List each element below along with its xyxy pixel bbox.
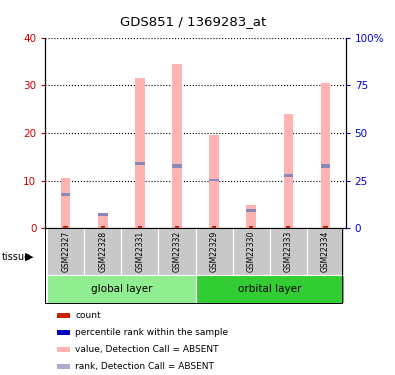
Bar <box>98 213 107 216</box>
Bar <box>172 64 182 228</box>
Text: ▶: ▶ <box>24 252 33 262</box>
Bar <box>64 226 68 228</box>
Text: GSM22327: GSM22327 <box>61 231 70 272</box>
Bar <box>98 214 107 228</box>
Bar <box>323 226 327 228</box>
Bar <box>249 226 254 228</box>
Text: GSM22332: GSM22332 <box>173 231 181 272</box>
Text: GSM22329: GSM22329 <box>210 231 218 272</box>
Text: global layer: global layer <box>90 284 152 294</box>
Bar <box>270 228 307 274</box>
Text: GSM22328: GSM22328 <box>98 231 107 272</box>
Bar <box>61 178 70 228</box>
Bar <box>321 164 330 168</box>
Bar <box>61 193 70 196</box>
Bar <box>158 228 196 274</box>
Text: rank, Detection Call = ABSENT: rank, Detection Call = ABSENT <box>75 362 214 371</box>
Bar <box>57 347 70 352</box>
Bar <box>57 364 70 369</box>
Bar <box>47 228 85 274</box>
Bar <box>246 209 256 212</box>
Bar <box>307 228 344 274</box>
Text: GSM22333: GSM22333 <box>284 231 293 272</box>
Bar <box>321 83 330 228</box>
Bar <box>47 274 196 303</box>
Text: tissue: tissue <box>2 252 31 262</box>
Bar <box>172 164 182 168</box>
Bar <box>209 178 219 182</box>
Text: GSM22331: GSM22331 <box>135 231 145 272</box>
Bar <box>121 228 158 274</box>
Bar <box>135 162 145 165</box>
Text: count: count <box>75 311 101 320</box>
Bar <box>286 226 290 228</box>
Bar <box>209 135 219 228</box>
Bar <box>57 330 70 335</box>
Bar <box>101 226 105 228</box>
Bar <box>175 226 179 228</box>
Text: value, Detection Call = ABSENT: value, Detection Call = ABSENT <box>75 345 219 354</box>
Bar <box>57 313 70 318</box>
Bar <box>196 274 344 303</box>
Bar <box>196 228 233 274</box>
Text: percentile rank within the sample: percentile rank within the sample <box>75 328 228 337</box>
Bar <box>284 114 293 228</box>
Bar <box>233 228 270 274</box>
Bar <box>137 226 142 228</box>
Text: orbital layer: orbital layer <box>238 284 301 294</box>
Bar <box>246 206 256 228</box>
Bar <box>85 228 121 274</box>
Text: GSM22334: GSM22334 <box>321 231 330 272</box>
Bar <box>284 174 293 177</box>
Bar <box>212 226 216 228</box>
Text: GDS851 / 1369283_at: GDS851 / 1369283_at <box>120 15 267 28</box>
Bar <box>135 78 145 228</box>
Text: GSM22330: GSM22330 <box>246 231 256 272</box>
